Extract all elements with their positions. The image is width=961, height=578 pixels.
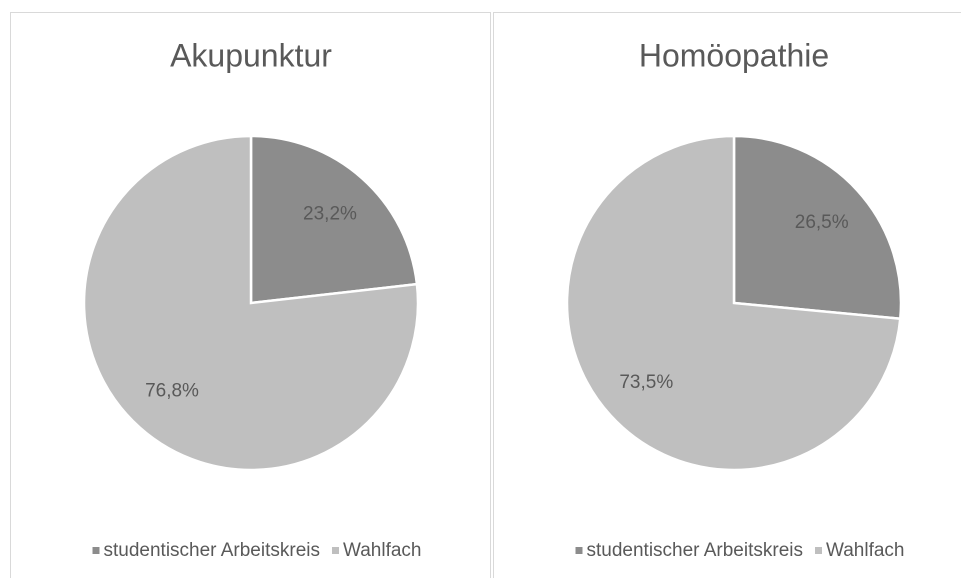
legend-marker	[92, 547, 100, 554]
legend-label: Wahlfach	[826, 540, 905, 561]
chart-title: Akupunktur	[170, 37, 332, 73]
data-label: 26,5%	[795, 212, 849, 233]
legend-label: Wahlfach	[343, 540, 422, 561]
data-label: 73,5%	[619, 372, 673, 393]
legend-marker	[815, 547, 822, 554]
panel-border	[10, 12, 491, 578]
pie-slice	[249, 134, 419, 305]
legend-marker	[332, 547, 339, 554]
legend-marker	[575, 547, 583, 554]
chart-title: Homöopathie	[639, 37, 829, 73]
data-label: 76,8%	[145, 380, 199, 401]
pie-slice	[82, 134, 420, 472]
data-label: 23,2%	[303, 204, 357, 225]
pie-slice	[565, 134, 902, 472]
panel-border	[493, 12, 961, 578]
legend-label: studentischer Arbeitskreis	[104, 540, 321, 561]
legend-label: studentischer Arbeitskreis	[587, 540, 804, 561]
pie-slice	[732, 134, 903, 321]
